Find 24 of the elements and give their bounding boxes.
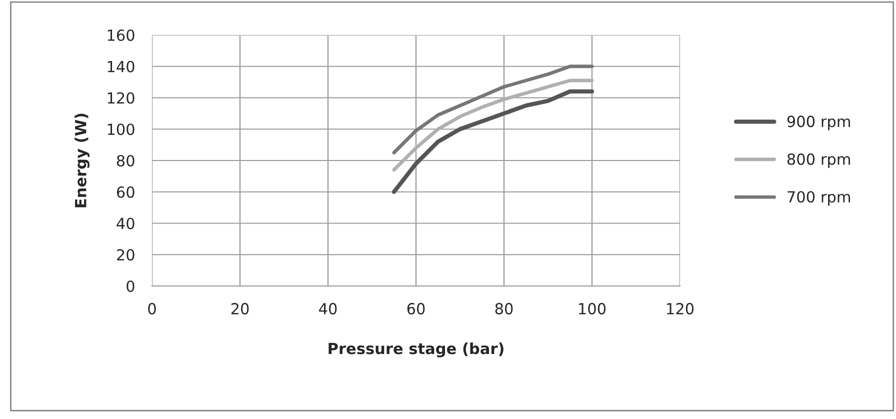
y-axis-title: Energy (W): [74, 114, 90, 208]
legend-label: 900 rpm: [787, 116, 850, 130]
x-tick-label: 60: [407, 302, 425, 314]
y-tick-label: 80: [116, 154, 134, 167]
legend-label: 700 rpm: [788, 191, 850, 206]
x-tick-label: 40: [319, 302, 337, 314]
y-tick-label: 0: [126, 280, 134, 292]
y-tick-label: 40: [116, 218, 134, 230]
x-axis-title: Pressure stage (bar): [328, 342, 504, 358]
y-tick-label: 120: [108, 92, 134, 104]
y-tick-label: 20: [117, 249, 134, 261]
line-series: [392, 89, 594, 194]
x-tick-label: 120: [667, 302, 694, 314]
y-tick-label: 160: [108, 29, 134, 42]
legend-label: 800 rpm: [787, 153, 850, 168]
y-tick-label: 60: [116, 186, 134, 198]
x-tick-label: 80: [495, 302, 513, 314]
line-series: [392, 64, 594, 154]
line-series: [392, 78, 594, 172]
x-tick-label: 0: [148, 302, 156, 314]
y-tick-label: 140: [108, 60, 134, 72]
x-tick-label: 20: [231, 302, 249, 314]
y-tick-label: 100: [108, 124, 134, 136]
x-tick-label: 100: [579, 302, 606, 314]
